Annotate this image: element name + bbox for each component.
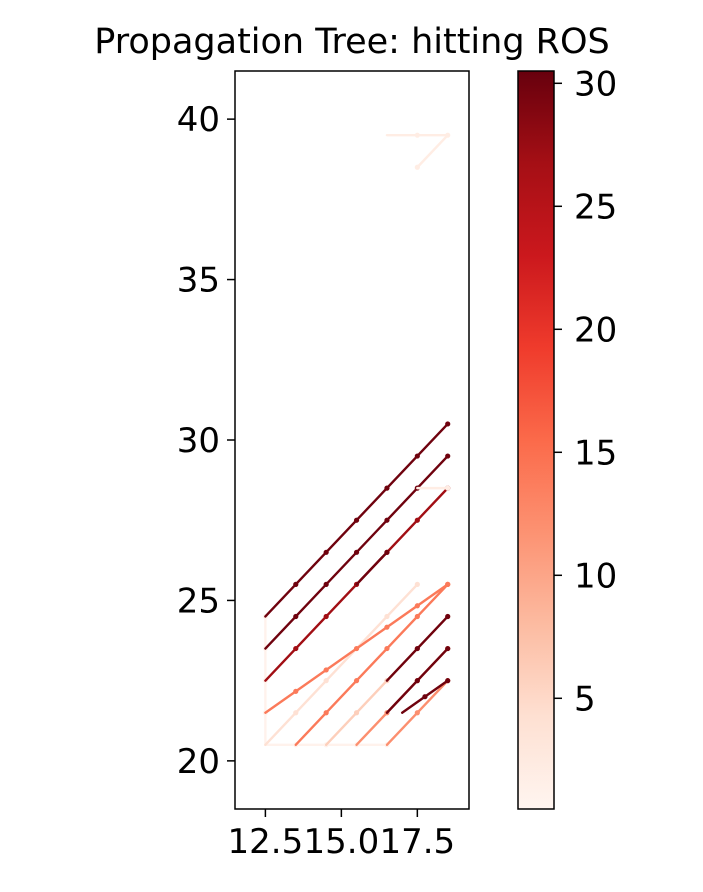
x-axis: 12.5 15.0 17.5 xyxy=(228,809,455,862)
tree-node-6-4 xyxy=(384,485,390,491)
y-tick-label: 20 xyxy=(177,742,220,782)
tree-node-12-1 xyxy=(422,694,428,700)
colorbar-tick-label: 20 xyxy=(574,310,617,350)
colorbar-tick-label: 10 xyxy=(574,556,617,596)
tree-node-7-2 xyxy=(353,678,360,684)
tree-node-6-1 xyxy=(293,581,299,587)
colorbar xyxy=(517,70,555,810)
x-tick-label: 15.0 xyxy=(304,822,380,862)
x-tick-label: 12.5 xyxy=(228,822,304,862)
colorbar-tick-label: 15 xyxy=(574,433,617,473)
tree-node-7-5 xyxy=(445,581,451,587)
tree-node-16-1 xyxy=(414,132,420,138)
tree-node-17-1 xyxy=(414,164,420,170)
tree-node-5-6 xyxy=(445,453,451,459)
tree-edge-11 xyxy=(355,551,389,586)
tree-node-4-1 xyxy=(293,645,299,652)
tree-node-3-2 xyxy=(323,667,329,673)
tree-node-2-4 xyxy=(384,613,390,620)
tree-node-13-2 xyxy=(445,645,451,652)
chart-title: Propagation Tree: hitting ROS xyxy=(94,22,610,62)
y-tick-label: 30 xyxy=(177,421,220,461)
tree-node-6-6 xyxy=(445,421,451,427)
y-tick-label: 35 xyxy=(177,261,220,301)
tree-node-3-5 xyxy=(414,603,420,609)
tree-node-6-3 xyxy=(353,517,360,523)
tree-node-5-1 xyxy=(293,613,299,620)
tree-node-10-1 xyxy=(414,710,420,716)
colorbar-axis: 5 10 15 20 25 30 xyxy=(554,64,617,719)
x-tick-label: 17.5 xyxy=(379,822,455,862)
tree-node-11-1 xyxy=(384,549,390,555)
tree-node-14-2 xyxy=(445,613,451,620)
tree-edge-17 xyxy=(416,133,449,169)
y-tick-label: 40 xyxy=(177,100,220,140)
tree-node-4-2 xyxy=(323,613,329,620)
tree-node-3-4 xyxy=(384,624,390,630)
tree-node-6-5 xyxy=(414,453,420,459)
y-axis: 20 25 30 35 40 xyxy=(177,100,235,782)
colorbar-tick-label: 5 xyxy=(574,679,596,719)
tree-node-6-2 xyxy=(323,549,329,555)
tree-edge-2 xyxy=(264,583,419,747)
tree-node-4-5 xyxy=(414,517,420,523)
colorbar-tick-label: 25 xyxy=(574,187,617,227)
tree-node-12-2 xyxy=(445,678,451,684)
tree-node-14-1 xyxy=(414,645,420,652)
tree-node-15-1 xyxy=(445,485,451,491)
tree-node-3-3 xyxy=(353,645,360,652)
tree-node-8-1 xyxy=(353,710,360,716)
tree-node-7-3 xyxy=(384,645,390,652)
tree-node-2-2 xyxy=(323,678,329,684)
tree-node-5-2 xyxy=(323,581,329,587)
tree-node-3-1 xyxy=(293,688,299,694)
colorbar-tick-label: 30 xyxy=(574,64,617,104)
tree-node-7-4 xyxy=(414,613,420,620)
plot-area xyxy=(262,132,451,748)
tree-node-2-1 xyxy=(293,710,299,716)
tree-node-13-1 xyxy=(414,678,420,684)
tree-node-7-1 xyxy=(323,710,329,716)
tree-node-5-4 xyxy=(384,517,390,523)
tree-node-2-5 xyxy=(414,581,420,587)
y-tick-label: 25 xyxy=(177,581,220,621)
tree-edge-7 xyxy=(294,583,449,747)
tree-node-5-3 xyxy=(353,549,360,555)
